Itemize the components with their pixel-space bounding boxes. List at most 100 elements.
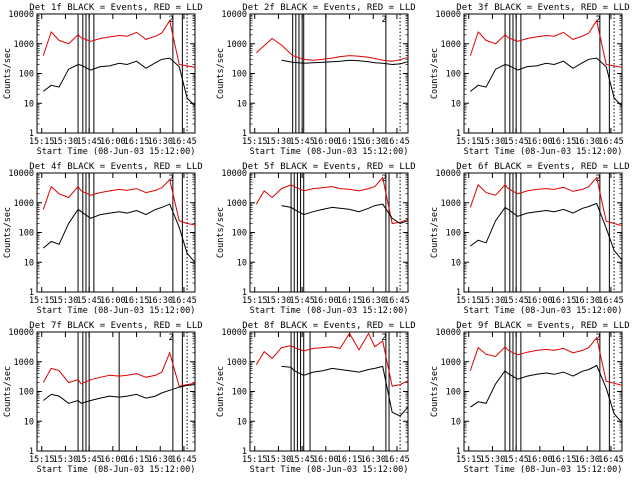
x-tick-label: 15:45 bbox=[503, 455, 529, 465]
y-tick-label: 10000 bbox=[8, 169, 34, 179]
events-series-line bbox=[469, 57, 623, 107]
y-tick-label: 10000 bbox=[221, 10, 247, 20]
x-tick-label: 15:45 bbox=[503, 137, 529, 147]
x-tick-label: 16:30 bbox=[360, 296, 386, 306]
y-tick-label: 100 bbox=[446, 388, 461, 398]
y-tick-label: 1000 bbox=[14, 40, 34, 50]
plot-frame bbox=[463, 13, 623, 134]
events-series-line bbox=[470, 364, 623, 423]
y-tick-label: 1000 bbox=[227, 40, 247, 50]
panel-title: Det 1f BLACK = Events, RED = LLD bbox=[29, 3, 202, 13]
legend-code: 2 bbox=[168, 15, 173, 25]
x-tick-label: 16:45 bbox=[384, 296, 410, 306]
plot-frame bbox=[249, 13, 409, 134]
x-tick-label: 16:00 bbox=[313, 455, 339, 465]
x-tick-label: 16:00 bbox=[100, 296, 126, 306]
x-axis-label: Start Time (08-Jun-03 15:12:00) bbox=[37, 306, 196, 316]
lld-series-line bbox=[469, 19, 623, 68]
plot-frame bbox=[463, 172, 623, 293]
y-axis-label: Counts/sec bbox=[430, 207, 440, 258]
y-tick-label: 100 bbox=[446, 229, 461, 239]
x-tick-label: 15:15 bbox=[242, 137, 268, 147]
legend-code: 2 bbox=[595, 333, 600, 343]
y-tick-label: 100 bbox=[232, 229, 247, 239]
y-axis-label: Counts/sec bbox=[216, 48, 226, 99]
legend-code: 2 bbox=[595, 174, 600, 184]
y-tick-label: 10000 bbox=[221, 169, 247, 179]
x-tick-label: 15:45 bbox=[289, 296, 315, 306]
y-tick-label: 1000 bbox=[441, 358, 461, 368]
y-tick-label: 1000 bbox=[227, 358, 247, 368]
y-tick-label: 100 bbox=[19, 388, 34, 398]
x-tick-label: 15:30 bbox=[480, 296, 506, 306]
y-tick-label: 1000 bbox=[441, 199, 461, 209]
y-tick-label: 10 bbox=[24, 417, 34, 427]
y-tick-label: 10000 bbox=[221, 328, 247, 338]
x-tick-label: 16:45 bbox=[598, 296, 624, 306]
y-tick-label: 100 bbox=[19, 229, 34, 239]
x-axis-label: Start Time (08-Jun-03 15:12:00) bbox=[37, 147, 196, 157]
events-series-line bbox=[281, 365, 409, 417]
y-tick-label: 10 bbox=[451, 99, 461, 109]
legend-code: 2 bbox=[168, 174, 173, 184]
lld-series-line bbox=[42, 19, 196, 68]
x-tick-label: 15:15 bbox=[29, 296, 55, 306]
lld-series-line bbox=[42, 351, 196, 387]
x-tick-label: 15:30 bbox=[266, 296, 292, 306]
plot-frame bbox=[249, 172, 409, 293]
x-tick-label: 16:30 bbox=[147, 455, 173, 465]
x-tick-label: 15:15 bbox=[242, 455, 268, 465]
legend-code: 2 bbox=[381, 174, 386, 184]
x-tick-label: 16:15 bbox=[337, 455, 363, 465]
lld-series-line bbox=[469, 176, 623, 227]
y-tick-label: 10000 bbox=[435, 328, 461, 338]
y-tick-label: 1000 bbox=[14, 358, 34, 368]
y-axis-label: Counts/sec bbox=[430, 48, 440, 99]
x-tick-label: 16:45 bbox=[598, 455, 624, 465]
panel-7: Det 7f BLACK = Events, RED = LLD 1 10 100 10… bbox=[3, 321, 203, 475]
x-tick-label: 16:45 bbox=[171, 137, 197, 147]
panel-9: Det 9f BLACK = Events, RED = LLD 1 10 100 10… bbox=[430, 321, 630, 475]
x-tick-label: 16:00 bbox=[100, 455, 126, 465]
y-tick-label: 10 bbox=[237, 258, 247, 268]
panel-2: Det 2f BLACK = Events, RED = LLD 1 10 100 10… bbox=[216, 3, 416, 157]
y-tick-label: 10 bbox=[451, 417, 461, 427]
panel-4: Det 4f BLACK = Events, RED = LLD 1 10 100 10… bbox=[3, 162, 203, 316]
panel-3: Det 3f BLACK = Events, RED = LLD 1 10 100 10… bbox=[430, 3, 630, 157]
y-tick-label: 100 bbox=[19, 70, 34, 80]
y-tick-label: 1000 bbox=[227, 199, 247, 209]
x-tick-label: 16:15 bbox=[551, 296, 577, 306]
x-tick-label: 16:30 bbox=[574, 455, 600, 465]
y-tick-label: 100 bbox=[232, 388, 247, 398]
x-tick-label: 15:30 bbox=[53, 455, 79, 465]
x-tick-label: 15:30 bbox=[480, 137, 506, 147]
events-series-line bbox=[42, 384, 196, 404]
x-tick-label: 15:15 bbox=[29, 137, 55, 147]
x-tick-label: 16:15 bbox=[124, 296, 150, 306]
legend-code: 2 bbox=[595, 15, 600, 25]
x-tick-label: 16:45 bbox=[171, 455, 197, 465]
x-tick-label: 16:15 bbox=[551, 455, 577, 465]
y-tick-label: 1 bbox=[29, 288, 34, 298]
x-axis-label: Start Time (08-Jun-03 15:12:00) bbox=[464, 147, 623, 157]
x-tick-label: 16:30 bbox=[147, 296, 173, 306]
panel-title: Det 9f BLACK = Events, RED = LLD bbox=[456, 321, 629, 331]
y-tick-label: 10000 bbox=[435, 10, 461, 20]
x-axis-label: Start Time (08-Jun-03 15:12:00) bbox=[464, 465, 623, 475]
panel-1: Det 1f BLACK = Events, RED = LLD 1 10 100 10… bbox=[3, 3, 203, 157]
panel-5: Det 5f BLACK = Events, RED = LLD 1 10 100 10… bbox=[216, 162, 416, 316]
y-tick-label: 10000 bbox=[8, 10, 34, 20]
legend-code: 2 bbox=[381, 333, 386, 343]
panel-title: Det 4f BLACK = Events, RED = LLD bbox=[29, 162, 202, 172]
y-tick-label: 10 bbox=[237, 417, 247, 427]
x-tick-label: 15:15 bbox=[456, 296, 482, 306]
events-series-line bbox=[42, 203, 196, 263]
events-series-line bbox=[281, 59, 409, 66]
x-tick-label: 15:30 bbox=[266, 455, 292, 465]
lld-series-line bbox=[255, 332, 409, 387]
events-series-line bbox=[42, 57, 196, 107]
x-tick-label: 16:30 bbox=[360, 137, 386, 147]
y-tick-label: 100 bbox=[446, 70, 461, 80]
